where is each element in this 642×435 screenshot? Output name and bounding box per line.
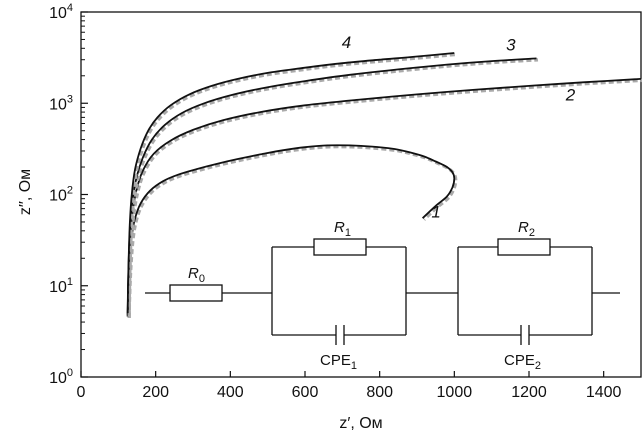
y-tick-label: 102: [49, 185, 73, 205]
y-axis-title: z′′, Ом: [17, 169, 34, 215]
x-tick-label: 1200: [511, 384, 547, 401]
series-layer: 1 2 3 4: [126, 33, 642, 319]
resistor-r1: [313, 238, 367, 256]
resistor-r2: [497, 238, 551, 256]
equivalent-circuit-inset: [145, 238, 620, 345]
x-tick-label: 400: [217, 384, 244, 401]
label-r0: R0: [188, 265, 205, 285]
circuit-labels: R0 R1 CPE1 R2 CPE2: [188, 219, 541, 372]
x-tick-label: 200: [142, 384, 169, 401]
y-axis-ticks: 100 101 102 103 104: [49, 2, 88, 387]
y-tick-label: 104: [49, 2, 73, 22]
label-cpe1: CPE1: [320, 352, 357, 372]
series-label-3: 3: [506, 36, 516, 55]
y-tick-label: 103: [49, 93, 73, 113]
series-line-4: [126, 52, 455, 314]
series-label-2: 2: [565, 85, 576, 104]
x-axis-ticks: 0 200 400 600 800 1000 1200 1400: [77, 371, 622, 401]
label-cpe2: CPE2: [504, 352, 541, 372]
x-tick-label: 0: [77, 384, 86, 401]
plot-frame: [80, 11, 642, 378]
x-tick-label: 800: [366, 384, 393, 401]
x-axis-title: z′, Ом: [339, 415, 382, 432]
x-tick-label: 1400: [586, 384, 622, 401]
fit-line-1: [127, 145, 458, 319]
label-r1: R1: [334, 219, 351, 239]
x-tick-label: 600: [292, 384, 319, 401]
x-tick-label: 1000: [437, 384, 473, 401]
fit-line-2: [127, 78, 642, 319]
label-r2: R2: [518, 219, 535, 239]
resistor-r0: [169, 284, 223, 302]
fit-line-4: [127, 52, 456, 315]
y-tick-label: 100: [49, 367, 73, 387]
y-tick-label: 101: [49, 276, 73, 296]
series-label-4: 4: [342, 33, 351, 52]
series-label-1: 1: [431, 203, 440, 222]
